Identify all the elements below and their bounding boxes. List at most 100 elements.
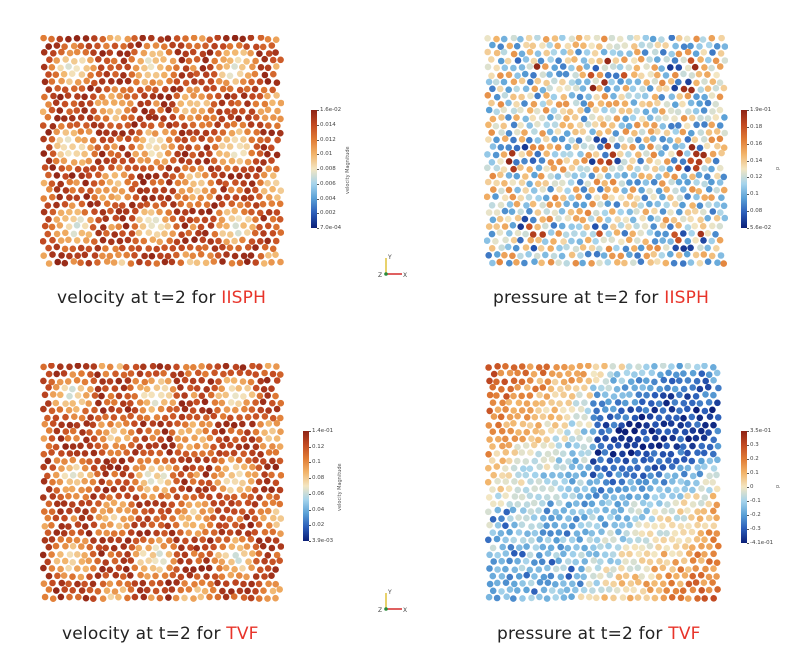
particle	[684, 464, 692, 472]
particle	[501, 194, 509, 202]
particle	[90, 107, 97, 115]
particle	[173, 493, 181, 501]
particle	[667, 107, 675, 115]
particle	[489, 516, 497, 523]
particle	[190, 107, 197, 115]
particle	[621, 230, 629, 237]
particle	[227, 186, 235, 194]
particle	[69, 542, 77, 550]
particle	[654, 230, 662, 238]
particle	[643, 422, 650, 429]
particle	[95, 129, 103, 136]
particle	[601, 537, 609, 544]
particle	[535, 507, 542, 514]
particle	[635, 578, 642, 586]
particle	[618, 122, 626, 129]
particle	[45, 586, 53, 593]
particle	[186, 258, 194, 266]
particle	[655, 543, 662, 551]
particle	[131, 564, 139, 572]
particle	[600, 252, 608, 259]
particle	[713, 485, 721, 493]
particle	[490, 558, 497, 565]
particle	[485, 593, 493, 601]
particle	[655, 414, 663, 422]
particle	[81, 378, 89, 386]
particle	[598, 428, 605, 436]
particle	[193, 259, 201, 266]
particle	[95, 56, 102, 63]
particle	[99, 50, 106, 57]
particle	[708, 237, 715, 245]
particle	[164, 363, 172, 371]
particle	[573, 515, 580, 523]
particle	[268, 144, 275, 152]
particle	[672, 559, 679, 566]
tvf-velocity-caption: velocity at t=2 for TVF	[62, 624, 259, 644]
particle	[255, 478, 263, 486]
particle	[543, 522, 550, 529]
particle	[685, 580, 693, 588]
particle	[517, 236, 524, 244]
particle	[488, 230, 496, 238]
particle	[498, 114, 505, 121]
particle	[145, 57, 152, 64]
particle	[500, 78, 508, 86]
particle	[135, 41, 142, 48]
particle	[240, 492, 248, 500]
particle	[638, 143, 646, 151]
particle	[577, 580, 584, 588]
particle	[160, 501, 167, 508]
particle	[260, 230, 267, 237]
particle	[539, 231, 546, 238]
particle	[144, 470, 152, 478]
particle	[77, 471, 84, 479]
particle	[705, 371, 713, 378]
particle	[53, 370, 60, 378]
particle	[486, 407, 493, 415]
particle	[144, 500, 151, 507]
particle	[635, 391, 643, 398]
particle	[209, 586, 217, 594]
particle	[626, 50, 633, 57]
particle	[40, 135, 47, 143]
particle	[714, 427, 722, 435]
particle	[161, 572, 169, 579]
particle	[515, 514, 522, 521]
particle	[236, 470, 243, 478]
particle	[53, 529, 61, 536]
particle	[706, 543, 713, 550]
particle	[494, 251, 501, 258]
particle	[601, 391, 609, 398]
particle	[539, 71, 547, 78]
particle	[704, 71, 711, 78]
particle	[604, 85, 611, 93]
particle	[224, 93, 231, 100]
particle	[123, 434, 131, 442]
particle	[604, 259, 612, 266]
particle	[156, 566, 163, 573]
particle	[44, 230, 52, 238]
particle	[577, 593, 585, 601]
particle	[240, 435, 248, 443]
particle	[646, 244, 653, 251]
particle	[672, 244, 679, 252]
particle	[247, 35, 255, 41]
particle	[264, 552, 272, 559]
particle	[194, 501, 202, 508]
particle	[717, 209, 724, 216]
particle	[98, 93, 106, 101]
particle	[255, 436, 263, 443]
particle	[231, 237, 238, 245]
particle	[526, 150, 533, 157]
particle	[58, 252, 65, 259]
particle	[557, 485, 564, 492]
particle	[61, 201, 69, 208]
particle	[95, 171, 102, 179]
particle	[162, 171, 169, 179]
particle	[712, 57, 720, 65]
particle	[224, 108, 231, 115]
particle	[90, 506, 97, 514]
particle	[607, 487, 614, 494]
particle	[247, 194, 255, 202]
